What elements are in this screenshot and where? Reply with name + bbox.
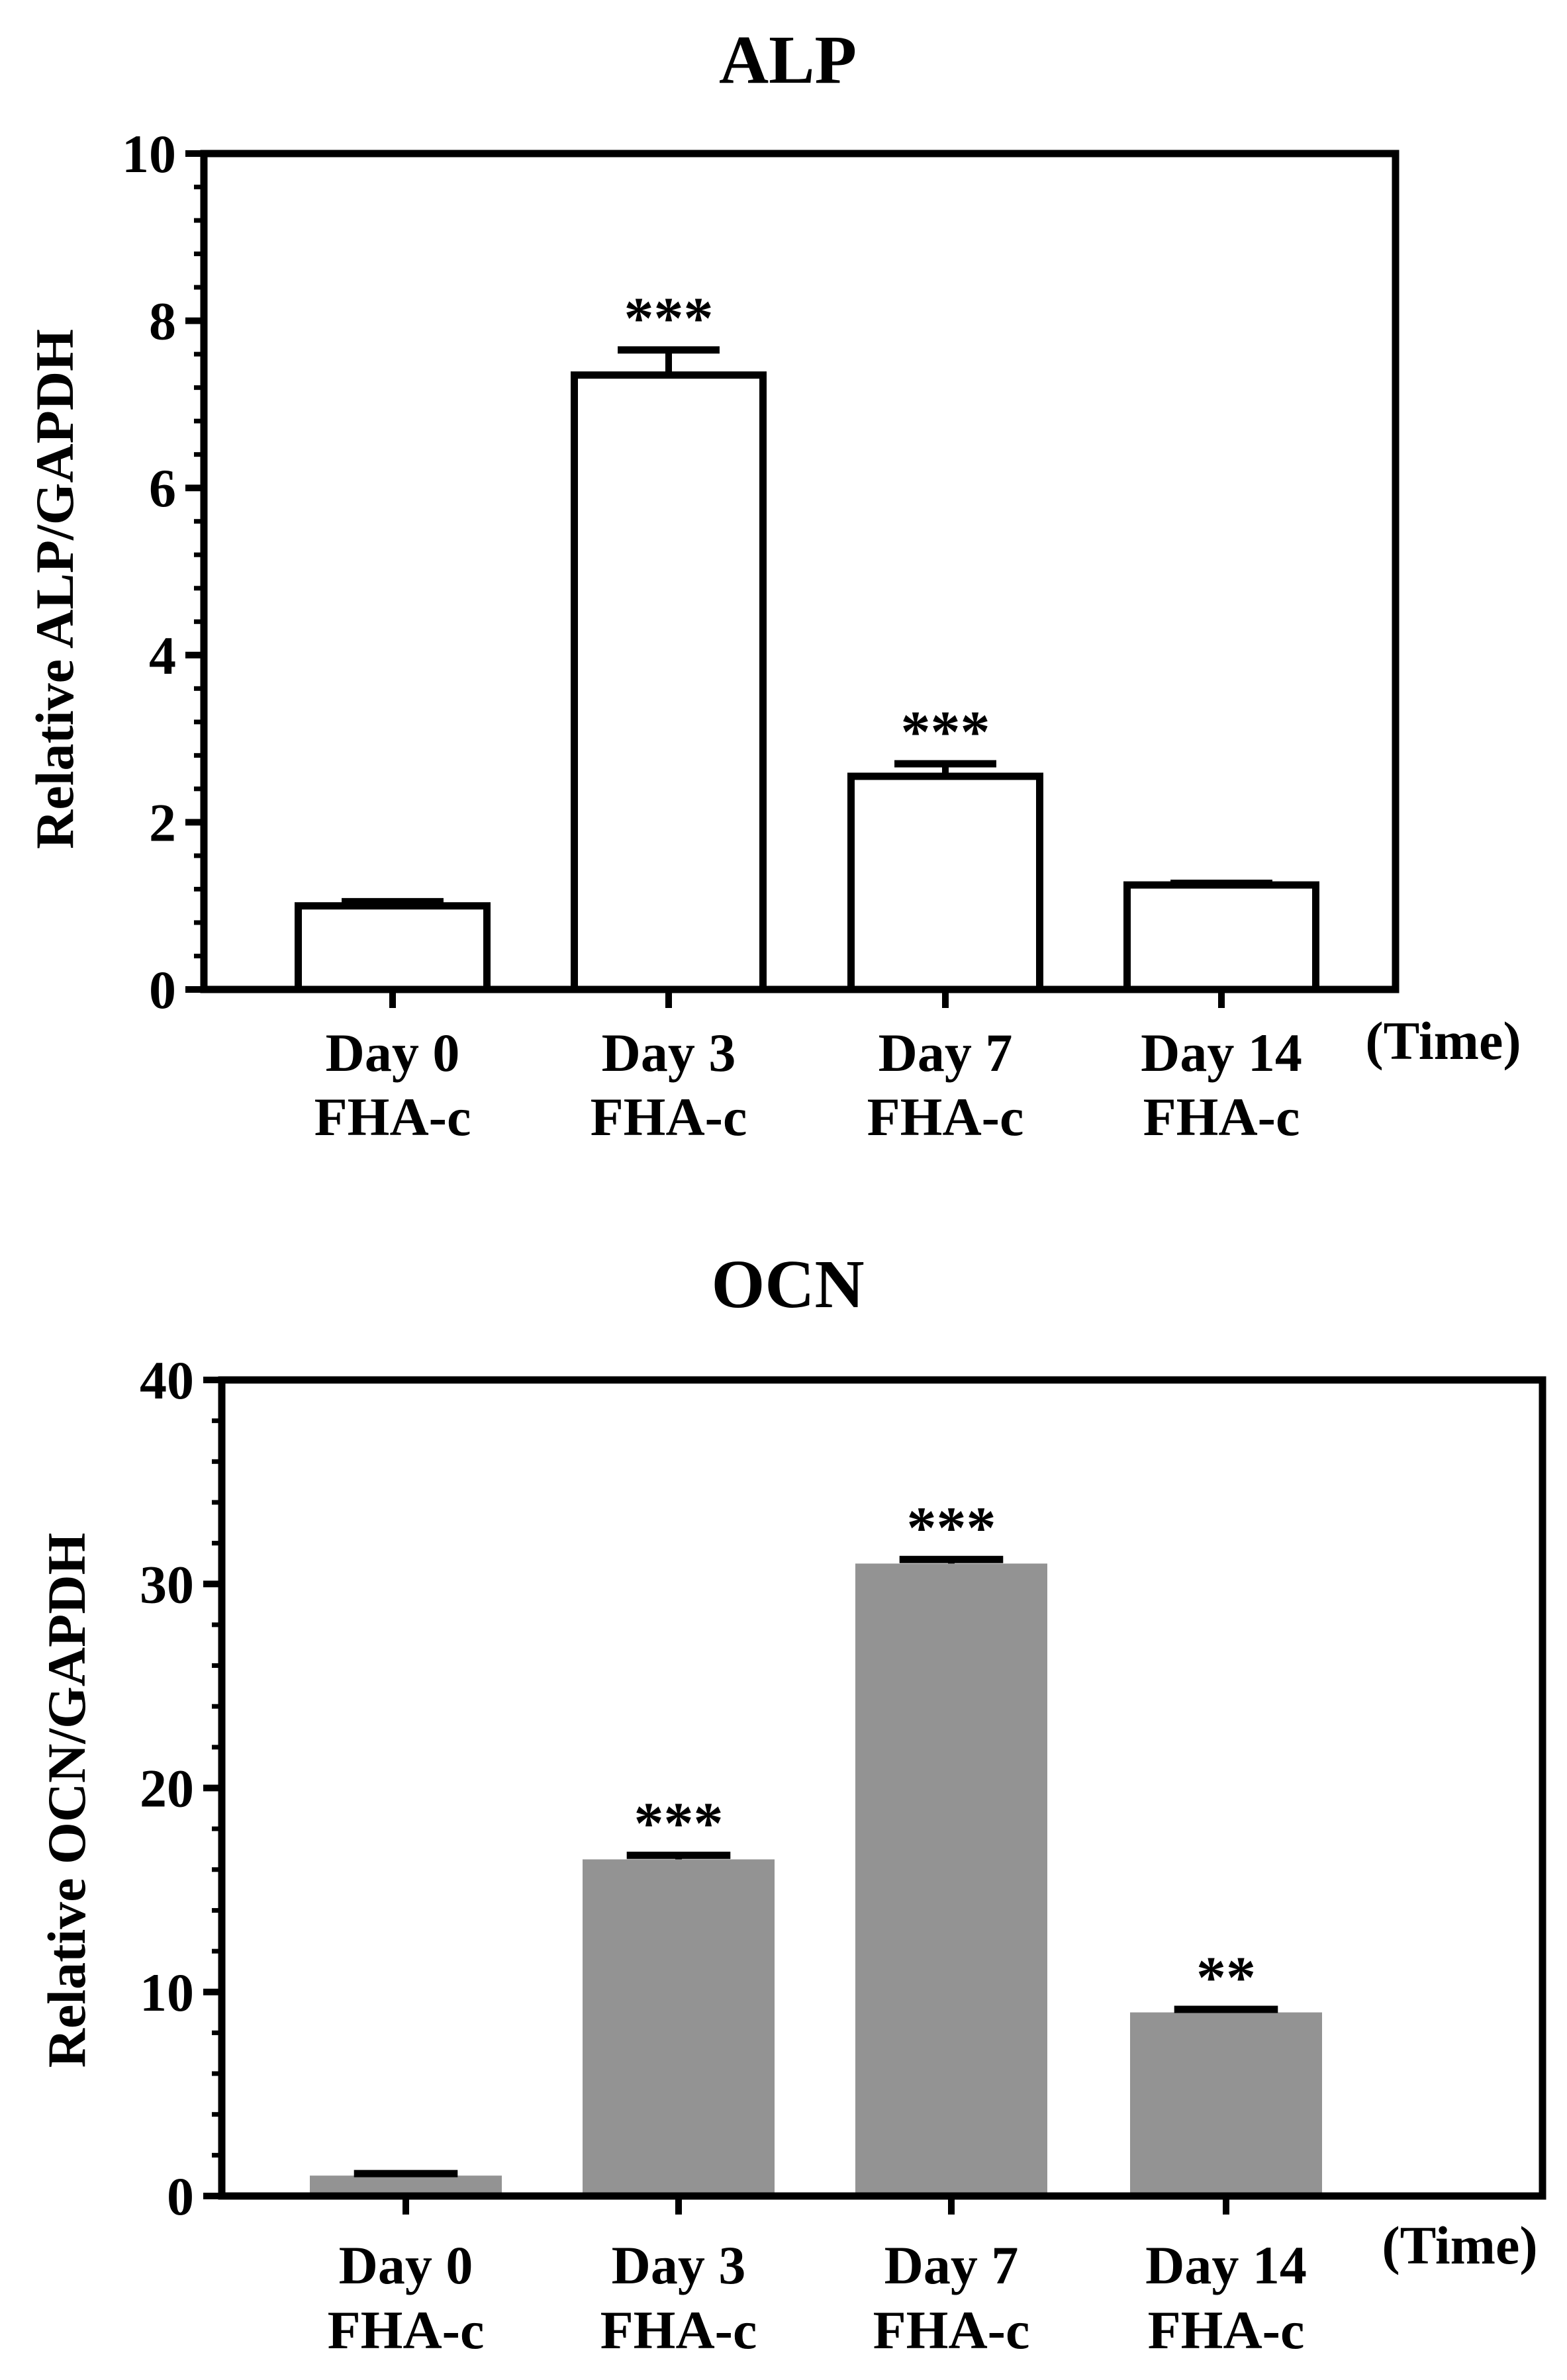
ocn-chart-title: OCN xyxy=(711,1246,864,1322)
ocn-y-tick-label: 0 xyxy=(167,2166,194,2226)
alp-y-tick-label: 6 xyxy=(149,458,176,518)
ocn-significance-label: *** xyxy=(907,1495,996,1561)
alp-chart: ALP Relative ALP/GAPDH (Time) Day 0FHA-c… xyxy=(24,22,1521,1147)
alp-x-tick-sublabel: FHA-c xyxy=(591,1087,747,1147)
ocn-x-axis-unit: (Time) xyxy=(1382,2215,1537,2275)
alp-x-axis-unit: (Time) xyxy=(1365,1011,1521,1071)
ocn-y-axis-label: Relative OCN/GAPDH xyxy=(36,1533,97,2068)
ocn-x-tick-sublabel: FHA-c xyxy=(328,2300,485,2360)
ocn-x-tick-sublabel: FHA-c xyxy=(600,2300,757,2360)
ocn-significance-label: ** xyxy=(1196,1945,1256,2011)
alp-y-tick-label: 4 xyxy=(149,625,176,686)
ocn-bar xyxy=(583,1859,775,2196)
alp-y-tick-label: 10 xyxy=(122,124,176,184)
alp-x-tick-label: Day 7 xyxy=(878,1023,1013,1083)
alp-bar xyxy=(847,772,1043,993)
ocn-y-tick-label: 10 xyxy=(140,1962,194,2023)
ocn-x-tick-label: Day 0 xyxy=(339,2235,473,2295)
alp-significance-label: *** xyxy=(901,700,990,765)
ocn-significance-label: *** xyxy=(634,1791,724,1856)
ocn-y-tick-label: 30 xyxy=(140,1554,194,1614)
alp-bar xyxy=(1123,881,1319,993)
alp-x-tick-sublabel: FHA-c xyxy=(314,1087,471,1147)
ocn-y-tick-label: 40 xyxy=(140,1350,194,1410)
alp-chart-title: ALP xyxy=(719,22,857,98)
alp-x-tick-sublabel: FHA-c xyxy=(1143,1087,1300,1147)
ocn-bar xyxy=(1130,2012,1322,2196)
alp-plot-frame xyxy=(200,150,1400,993)
alp-significance-label: *** xyxy=(624,286,714,351)
ocn-x-tick-label: Day 3 xyxy=(612,2235,746,2295)
ocn-y-tick-label: 20 xyxy=(140,1759,194,1819)
alp-x-tick-sublabel: FHA-c xyxy=(867,1087,1024,1147)
alp-bar xyxy=(571,371,767,993)
alp-y-tick-label: 2 xyxy=(149,792,176,852)
alp-bar xyxy=(295,902,491,993)
ocn-chart: OCN Relative OCN/GAPDH (Time) Day 0FHA-c… xyxy=(36,1246,1546,2360)
alp-x-tick-label: Day 14 xyxy=(1141,1023,1302,1083)
ocn-x-tick-label: Day 7 xyxy=(884,2235,1019,2295)
alp-x-tick-label: Day 0 xyxy=(326,1023,460,1083)
alp-x-tick-label: Day 3 xyxy=(602,1023,736,1083)
ocn-x-tick-sublabel: FHA-c xyxy=(1148,2300,1305,2360)
alp-y-tick-label: 0 xyxy=(149,960,176,1020)
ocn-x-tick-label: Day 14 xyxy=(1145,2235,1307,2295)
alp-y-tick-label: 8 xyxy=(149,291,176,351)
ocn-x-tick-sublabel: FHA-c xyxy=(873,2300,1030,2360)
ocn-bar xyxy=(855,1563,1047,2196)
alp-y-axis-label: Relative ALP/GAPDH xyxy=(24,329,85,849)
